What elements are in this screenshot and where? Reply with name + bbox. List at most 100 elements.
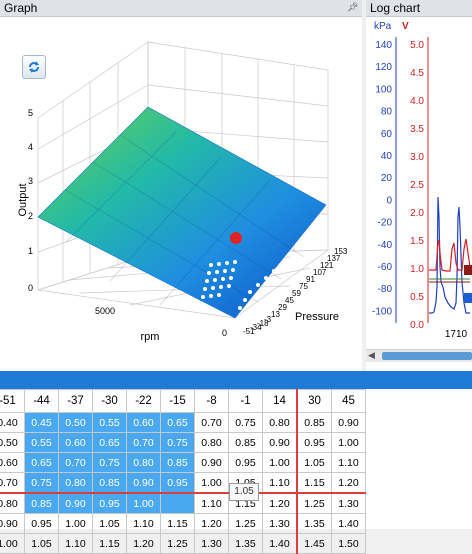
table-cell[interactable]: 1.20 xyxy=(194,513,229,534)
table-cell[interactable]: 0.85 xyxy=(228,432,263,453)
table-cell[interactable]: 0.90 xyxy=(262,432,298,453)
table-cell[interactable]: 0.75 xyxy=(24,472,59,494)
table-cell[interactable]: 0.85 xyxy=(92,472,127,494)
table-cell[interactable]: 0.95 xyxy=(24,513,59,534)
column-header[interactable]: -22 xyxy=(126,389,161,413)
column-header[interactable]: 30 xyxy=(296,389,332,413)
table-cell[interactable]: 1.15 xyxy=(296,472,332,494)
table-cell[interactable]: 1.05 xyxy=(92,513,127,534)
log-chart-plot[interactable]: kPa V 140 120 100 80 60 40 20 0 -20 -40 -60 -80 -100… xyxy=(366,17,472,371)
refresh-button[interactable] xyxy=(22,55,46,79)
table-cell[interactable]: 1.20 xyxy=(126,533,161,554)
table-cell[interactable]: 0.90 xyxy=(58,492,93,514)
table-cell[interactable]: 1.15 xyxy=(160,513,195,534)
scrollbar-thumb[interactable] xyxy=(382,352,472,360)
table-cell[interactable]: 1.45 xyxy=(296,533,332,554)
scroll-left-icon[interactable]: ◀ xyxy=(368,350,375,360)
table-cell[interactable]: 0.85 xyxy=(24,492,59,514)
table-cell[interactable] xyxy=(160,492,195,514)
table-cell[interactable]: 0.80 xyxy=(126,452,161,473)
table-cell[interactable]: 0.80 xyxy=(0,492,25,514)
table-cell[interactable]: 1.25 xyxy=(228,513,263,534)
column-header[interactable]: 45 xyxy=(331,389,366,413)
table-cell[interactable]: 1.05 xyxy=(296,452,332,473)
table-cell[interactable]: 1.10 xyxy=(126,513,161,534)
table-cell[interactable]: 0.90 xyxy=(126,472,161,494)
table-cell[interactable]: 0.70 xyxy=(194,412,229,433)
table-cell[interactable]: 0.90 xyxy=(0,513,25,534)
table-cell[interactable]: 0.80 xyxy=(58,472,93,494)
y-axis-label: Pressure xyxy=(295,311,339,323)
table-cell[interactable]: 1.00 xyxy=(262,452,298,473)
table-cell[interactable]: 1.10 xyxy=(194,492,229,514)
table-cell[interactable]: 0.55 xyxy=(24,432,59,453)
table-cell[interactable]: 1.00 xyxy=(126,492,161,514)
table-cell[interactable]: 0.60 xyxy=(126,412,161,433)
table-cell[interactable]: 1.40 xyxy=(331,513,366,534)
table-cell[interactable]: 0.65 xyxy=(24,452,59,473)
table-cell[interactable]: 0.75 xyxy=(160,432,195,453)
table-cell[interactable]: 0.50 xyxy=(58,412,93,433)
table-cell[interactable]: 0.45 xyxy=(24,412,59,433)
table-cell[interactable]: 1.20 xyxy=(262,492,298,514)
table-cell[interactable]: 1.30 xyxy=(331,492,366,514)
log-chart-scrollbar[interactable]: ◀ xyxy=(366,349,472,362)
z-tick: 5 xyxy=(28,108,33,118)
table-cell[interactable]: 1.10 xyxy=(331,452,366,473)
table-cell[interactable]: 0.95 xyxy=(160,472,195,494)
table-cell[interactable]: 0.95 xyxy=(92,492,127,514)
map-table-area[interactable]: -51 -44 -37 -30 -22 -15 -8 -1 14 30 45 0.40 0.45 0.50… xyxy=(0,389,472,554)
table-cell[interactable]: 0.85 xyxy=(296,412,332,433)
table-cell[interactable]: 1.25 xyxy=(296,492,332,514)
map-table[interactable]: -51 -44 -37 -30 -22 -15 -8 -1 14 30 45 0.40 0.45 0.50… xyxy=(0,389,366,554)
table-cell[interactable]: 0.85 xyxy=(160,452,195,473)
table-cell[interactable]: 1.30 xyxy=(194,533,229,554)
column-header[interactable]: -37 xyxy=(58,389,93,413)
table-cell[interactable]: 1.15 xyxy=(92,533,127,554)
table-cell[interactable]: 1.10 xyxy=(262,472,298,494)
table-cell[interactable]: 1.35 xyxy=(228,533,263,554)
column-header[interactable]: -51 xyxy=(0,389,25,413)
surface-plot[interactable]: 5 4 3 2 1 0 5000 0 153 137 121 107 91 75… xyxy=(0,17,362,371)
table-cell[interactable]: 0.60 xyxy=(0,452,25,473)
table-cell[interactable]: 1.30 xyxy=(262,513,298,534)
table-cell[interactable]: 0.70 xyxy=(58,452,93,473)
table-cell[interactable]: 0.70 xyxy=(0,472,25,494)
column-header[interactable]: -8 xyxy=(194,389,229,413)
table-cell[interactable]: 1.00 xyxy=(58,513,93,534)
column-header[interactable]: -15 xyxy=(160,389,195,413)
table-cell[interactable]: 1.00 xyxy=(194,472,229,494)
column-header[interactable]: 14 xyxy=(262,389,298,413)
table-cell[interactable]: 0.75 xyxy=(228,412,263,433)
table-cell[interactable]: 0.40 xyxy=(0,412,25,433)
table-cell[interactable]: 0.60 xyxy=(58,432,93,453)
table-cell[interactable]: 1.10 xyxy=(58,533,93,554)
table-cell[interactable]: 1.00 xyxy=(0,533,25,554)
table-cell[interactable]: 1.05 xyxy=(24,533,59,554)
table-cell[interactable]: 0.55 xyxy=(92,412,127,433)
table-cell[interactable]: 0.65 xyxy=(92,432,127,453)
table-cell[interactable]: 1.40 xyxy=(262,533,298,554)
table-cell[interactable]: 0.70 xyxy=(126,432,161,453)
table-cell[interactable]: 0.75 xyxy=(92,452,127,473)
table-cell[interactable]: 0.90 xyxy=(331,412,366,433)
table-cell[interactable]: 1.50 xyxy=(331,533,366,554)
table-cell[interactable]: 1.00 xyxy=(331,432,366,453)
table-cell[interactable]: 1.35 xyxy=(296,513,332,534)
pin-icon[interactable]: 📌︎ xyxy=(347,2,359,12)
table-cell[interactable]: 1.25 xyxy=(160,533,195,554)
surface-graph[interactable]: 5 4 3 2 1 0 5000 0 153 137 121 107 91 75… xyxy=(0,17,362,371)
table-cell[interactable]: 0.90 xyxy=(194,452,229,473)
column-header[interactable]: -44 xyxy=(24,389,59,413)
table-cell[interactable]: 0.50 xyxy=(0,432,25,453)
table-cell[interactable]: 0.65 xyxy=(160,412,195,433)
table-cell[interactable]: 0.80 xyxy=(262,412,298,433)
column-header[interactable]: -30 xyxy=(92,389,127,413)
table-cell[interactable]: 0.95 xyxy=(228,452,263,473)
column-header[interactable]: -1 xyxy=(228,389,263,413)
pressure-tick: -3 xyxy=(264,315,272,324)
table-cell[interactable]: 0.80 xyxy=(194,432,229,453)
table-cell[interactable]: 1.20 xyxy=(331,472,366,494)
table-cell[interactable]: 0.95 xyxy=(296,432,332,453)
log-chart[interactable]: kPa V 140 120 100 80 60 40 20 0 -20 -40 -60 -80 -100… xyxy=(366,17,472,371)
